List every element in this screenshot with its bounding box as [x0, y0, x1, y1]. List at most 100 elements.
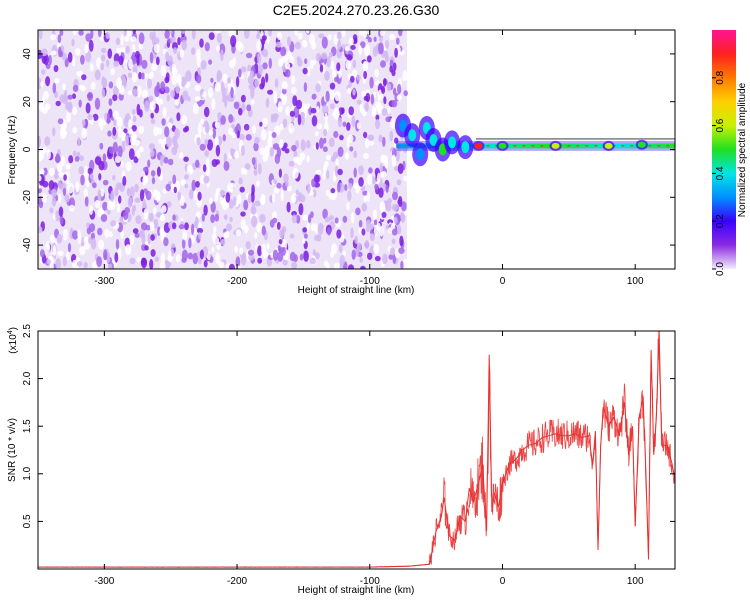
noise-cell: [107, 130, 112, 137]
noise-cell: [127, 72, 133, 79]
noise-cell: [203, 175, 210, 184]
noise-cell: [160, 65, 166, 77]
noise-cell: [311, 115, 318, 127]
noise-cell: [391, 238, 396, 245]
noise-cell: [187, 96, 191, 102]
noise-cell: [366, 174, 373, 186]
noise-cell: [317, 234, 322, 242]
noise-cell: [240, 66, 247, 73]
noise-cell: [338, 244, 343, 253]
noise-cell: [396, 224, 402, 235]
noise-cell: [204, 123, 210, 134]
noise-cell: [331, 243, 338, 255]
noise-cell: [49, 207, 54, 214]
noise-cell: [334, 165, 339, 178]
x-tick-label: 100: [627, 276, 644, 287]
noise-cell: [112, 126, 117, 136]
noise-cell: [181, 39, 187, 51]
noise-cell: [386, 83, 392, 92]
noise-cell: [131, 51, 137, 63]
noise-cell: [392, 87, 397, 96]
noise-cell: [230, 148, 235, 157]
noise-cell: [275, 41, 282, 48]
noise-cell: [230, 35, 237, 48]
noise-cell: [199, 38, 204, 48]
x-tick-label: -200: [227, 576, 247, 587]
noise-cell: [257, 64, 264, 75]
noise-cell: [311, 93, 317, 100]
noise-cell: [240, 94, 246, 103]
noise-cell: [238, 177, 243, 185]
noise-cell: [322, 172, 326, 181]
noise-cell: [131, 125, 137, 132]
noise-cell: [81, 119, 86, 127]
noise-cell: [319, 137, 324, 149]
spectrogram-xlabel: Height of straight line (km): [298, 285, 415, 296]
noise-cell: [63, 174, 67, 181]
noise-cell: [257, 245, 262, 257]
noise-cell: [248, 193, 252, 204]
noise-cell: [181, 114, 188, 125]
noise-cell: [58, 181, 62, 190]
noise-cell: [38, 187, 43, 194]
noise-cell: [236, 194, 242, 205]
noise-cell: [261, 128, 267, 141]
noise-cell: [188, 237, 192, 249]
noise-cell: [194, 85, 199, 92]
noise-cell: [369, 76, 374, 89]
noise-cell: [141, 72, 145, 80]
noise-cell: [211, 98, 216, 111]
noise-cell: [382, 253, 388, 265]
noise-cell: [389, 117, 396, 129]
noise-cell: [385, 39, 390, 50]
noise-cell: [161, 205, 167, 213]
noise-cell: [360, 265, 366, 269]
noise-cell: [184, 125, 189, 132]
noise-cell: [324, 112, 328, 123]
noise-cell: [334, 90, 341, 102]
noise-cell: [296, 56, 301, 62]
noise-cell: [291, 214, 297, 224]
noise-cell: [215, 252, 221, 264]
noise-cell: [288, 160, 295, 167]
noise-cell: [119, 216, 125, 223]
noise-cell: [151, 35, 156, 46]
noise-cell: [58, 206, 64, 217]
noise-cell: [293, 150, 298, 159]
noise-cell: [351, 249, 356, 260]
noise-cell: [327, 34, 332, 41]
noise-cell: [256, 40, 262, 52]
noise-cell: [142, 175, 149, 185]
noise-cell: [272, 249, 279, 261]
noise-cell: [72, 106, 77, 116]
noise-cell: [403, 175, 408, 182]
noise-cell: [72, 30, 77, 36]
noise-cell: [174, 128, 180, 139]
noise-cell: [101, 77, 108, 88]
noise-cell: [214, 30, 222, 34]
noise-cell: [210, 201, 216, 213]
noise-cell: [196, 74, 202, 84]
noise-cell: [268, 57, 272, 69]
noise-cell: [380, 30, 385, 37]
noise-cell: [248, 253, 255, 261]
colorbar-tick-label: 0.4: [715, 166, 726, 180]
noise-cell: [289, 110, 295, 117]
signal-feature-core: [416, 148, 425, 161]
noise-cell: [346, 201, 350, 211]
noise-cell: [339, 135, 344, 141]
noise-cell: [149, 52, 154, 64]
noise-cell: [389, 247, 395, 256]
noise-cell: [267, 89, 274, 95]
noise-cell: [131, 206, 135, 216]
noise-cell: [394, 165, 400, 172]
noise-cell: [394, 137, 399, 144]
noise-cell: [120, 161, 125, 168]
noise-cell: [225, 192, 231, 203]
noise-cell: [204, 42, 210, 52]
noise-cell: [319, 64, 324, 73]
noise-cell: [381, 211, 387, 218]
noise-cell: [403, 90, 408, 97]
signal-feature-core: [461, 141, 470, 154]
noise-cell: [197, 222, 203, 229]
